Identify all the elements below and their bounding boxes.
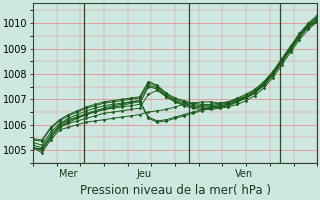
Text: Ven: Ven bbox=[235, 169, 253, 179]
X-axis label: Pression niveau de la mer( hPa ): Pression niveau de la mer( hPa ) bbox=[80, 184, 271, 197]
Text: Jeu: Jeu bbox=[137, 169, 152, 179]
Text: Mer: Mer bbox=[59, 169, 77, 179]
